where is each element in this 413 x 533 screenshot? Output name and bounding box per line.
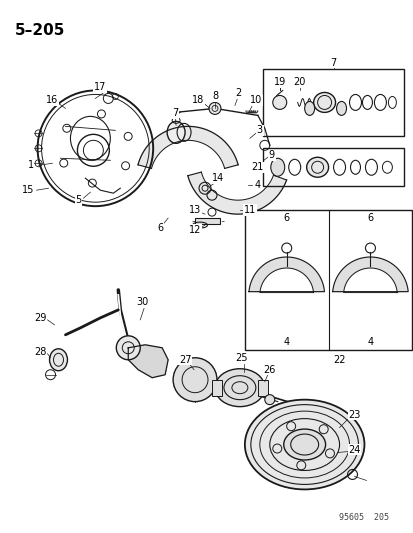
Circle shape	[272, 95, 286, 109]
Text: 21: 21	[251, 162, 263, 172]
Text: 3: 3	[256, 125, 262, 135]
Bar	[211, 379, 221, 395]
Text: 8: 8	[211, 92, 218, 101]
Text: 14: 14	[211, 173, 223, 183]
Bar	[257, 379, 267, 395]
Text: 6: 6	[366, 213, 373, 223]
Ellipse shape	[167, 122, 185, 143]
Bar	[262, 148, 404, 186]
Text: 17: 17	[94, 83, 106, 92]
Text: 30: 30	[136, 297, 148, 307]
Ellipse shape	[50, 349, 67, 371]
Text: 13: 13	[188, 205, 201, 215]
Text: 4: 4	[366, 337, 373, 347]
Circle shape	[209, 102, 221, 115]
Text: 7: 7	[330, 58, 336, 68]
Text: 27: 27	[178, 355, 191, 365]
Text: 12: 12	[188, 225, 201, 235]
Text: 26: 26	[263, 365, 275, 375]
Ellipse shape	[270, 158, 284, 176]
Text: 6: 6	[283, 213, 289, 223]
Ellipse shape	[244, 400, 363, 489]
Text: 2: 2	[234, 88, 240, 99]
Ellipse shape	[313, 92, 335, 112]
Ellipse shape	[304, 101, 314, 116]
Text: 5: 5	[75, 195, 81, 205]
Text: 19: 19	[273, 77, 285, 87]
Polygon shape	[248, 257, 324, 293]
Polygon shape	[188, 172, 286, 214]
Text: 22: 22	[332, 355, 345, 365]
Text: 7: 7	[171, 108, 178, 118]
Text: 16: 16	[46, 95, 59, 106]
Bar	[195, 218, 219, 224]
Text: 6: 6	[157, 223, 163, 233]
Text: 29: 29	[34, 313, 47, 323]
Text: 28: 28	[34, 347, 47, 357]
Text: 4: 4	[283, 337, 289, 347]
Text: 24: 24	[347, 445, 360, 455]
Polygon shape	[128, 345, 168, 378]
Text: 1: 1	[28, 160, 33, 170]
Circle shape	[173, 358, 216, 402]
Text: 11: 11	[243, 205, 255, 215]
Text: 23: 23	[347, 410, 360, 419]
Ellipse shape	[283, 429, 325, 460]
Text: 4: 4	[254, 180, 260, 190]
Text: 5–205: 5–205	[14, 22, 65, 38]
Text: 9: 9	[268, 150, 274, 160]
Polygon shape	[138, 126, 237, 168]
Ellipse shape	[336, 101, 346, 116]
Text: 10: 10	[249, 95, 261, 106]
Text: 95605  205: 95605 205	[339, 513, 389, 522]
Circle shape	[264, 394, 274, 405]
Ellipse shape	[214, 369, 264, 407]
Circle shape	[116, 336, 140, 360]
Text: 25: 25	[235, 353, 247, 363]
Text: 15: 15	[22, 185, 35, 195]
Ellipse shape	[306, 157, 328, 177]
Bar	[262, 69, 404, 136]
Text: 18: 18	[192, 95, 204, 106]
Polygon shape	[332, 257, 407, 293]
Bar	[244, 210, 411, 350]
Text: 20: 20	[293, 77, 305, 87]
